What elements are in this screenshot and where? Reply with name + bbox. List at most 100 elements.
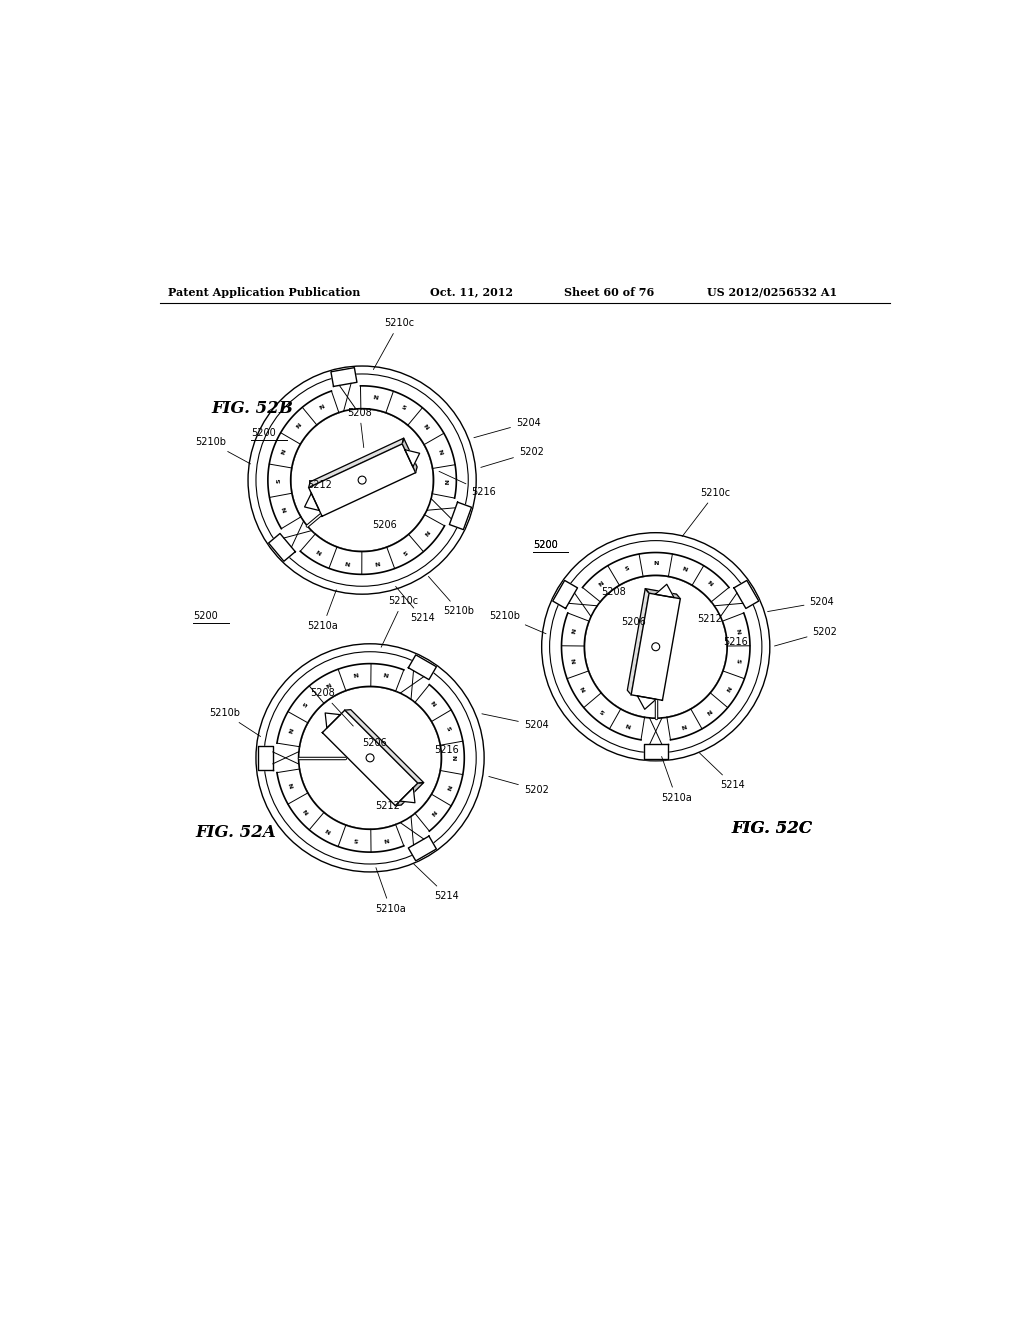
Text: 5200: 5200 [251,429,275,438]
Text: 5212: 5212 [697,614,722,624]
Text: 5210b: 5210b [428,577,474,616]
Text: N: N [382,837,389,842]
Text: N: N [422,424,429,430]
Text: N: N [571,628,578,635]
Polygon shape [268,391,339,528]
Circle shape [358,477,367,484]
Text: FIG. 52A: FIG. 52A [196,824,276,841]
Polygon shape [631,593,680,701]
Polygon shape [637,696,656,709]
Text: S: S [303,702,309,709]
Text: N: N [581,685,588,692]
Polygon shape [258,746,272,770]
Text: S: S [624,566,630,573]
Text: 5206: 5206 [372,520,396,529]
Text: N: N [373,396,379,401]
Text: N: N [325,826,332,833]
Polygon shape [409,836,436,861]
Circle shape [299,686,441,829]
Text: FIG. 52C: FIG. 52C [731,820,812,837]
Text: N: N [724,685,731,692]
Circle shape [291,409,433,552]
Polygon shape [300,515,444,574]
Text: N: N [444,783,451,791]
Text: Oct. 11, 2012: Oct. 11, 2012 [430,286,513,297]
Text: 5200: 5200 [194,611,218,620]
Polygon shape [331,368,357,387]
Text: 5210b: 5210b [196,437,251,463]
Polygon shape [409,655,436,680]
Text: Patent Application Publication: Patent Application Publication [168,286,360,297]
Text: 5200: 5200 [532,540,557,549]
Text: 5206: 5206 [621,616,646,627]
Text: N: N [316,548,324,554]
Text: S: S [353,837,359,842]
Polygon shape [628,589,649,694]
Text: FIG. 52B: FIG. 52B [211,400,293,417]
Text: N: N [423,529,430,536]
Text: S: S [600,708,606,714]
Text: S: S [399,405,407,412]
Text: 5208: 5208 [347,408,372,447]
Text: N: N [325,682,332,689]
Text: 5212: 5212 [307,480,333,490]
Polygon shape [561,612,644,739]
Circle shape [652,643,659,651]
Polygon shape [655,585,674,598]
Text: 5208: 5208 [310,688,353,726]
Text: 5204: 5204 [482,714,549,730]
Polygon shape [553,581,578,609]
Text: N: N [680,722,686,729]
Text: FIG. 52C: FIG. 52C [731,820,812,837]
Text: 5202: 5202 [481,447,544,467]
Polygon shape [276,664,403,747]
Circle shape [367,754,374,762]
Text: N: N [318,404,326,412]
Text: 5212: 5212 [375,801,400,812]
Polygon shape [345,710,424,783]
Text: 5204: 5204 [474,417,541,438]
Polygon shape [399,788,415,803]
Text: N: N [653,561,658,566]
Polygon shape [667,612,750,739]
Text: S: S [276,478,282,483]
Text: 5214: 5214 [699,752,745,789]
Text: N: N [437,449,443,455]
Text: N: N [681,566,688,573]
Text: 5210c: 5210c [374,318,414,370]
Text: 5210a: 5210a [307,590,338,631]
Text: N: N [295,422,303,430]
Text: N: N [344,558,350,565]
Polygon shape [326,713,340,729]
Text: N: N [302,807,310,814]
Text: 5214: 5214 [395,586,434,623]
Text: N: N [451,755,456,760]
Text: S: S [444,726,451,733]
Polygon shape [583,553,729,602]
Text: 5210b: 5210b [489,611,546,634]
Text: 5202: 5202 [488,776,549,795]
Polygon shape [308,444,416,516]
Text: 5200: 5200 [532,540,557,549]
Text: 5208: 5208 [601,587,626,597]
Text: N: N [442,479,447,484]
Polygon shape [276,770,403,853]
Text: N: N [353,673,359,678]
Polygon shape [402,438,417,473]
Text: 5210c: 5210c [682,488,730,536]
Polygon shape [395,783,424,805]
Polygon shape [360,385,457,498]
Polygon shape [323,710,418,805]
Text: N: N [571,657,577,664]
Polygon shape [450,502,471,529]
Text: N: N [734,628,740,635]
Text: 5210c: 5210c [381,597,418,647]
Text: 5202: 5202 [774,627,838,645]
Polygon shape [404,450,420,467]
Text: S: S [400,548,408,554]
Text: N: N [705,708,713,714]
Text: N: N [281,449,288,455]
Polygon shape [415,685,464,832]
Text: 5206: 5206 [362,738,387,748]
Text: N: N [282,506,288,513]
